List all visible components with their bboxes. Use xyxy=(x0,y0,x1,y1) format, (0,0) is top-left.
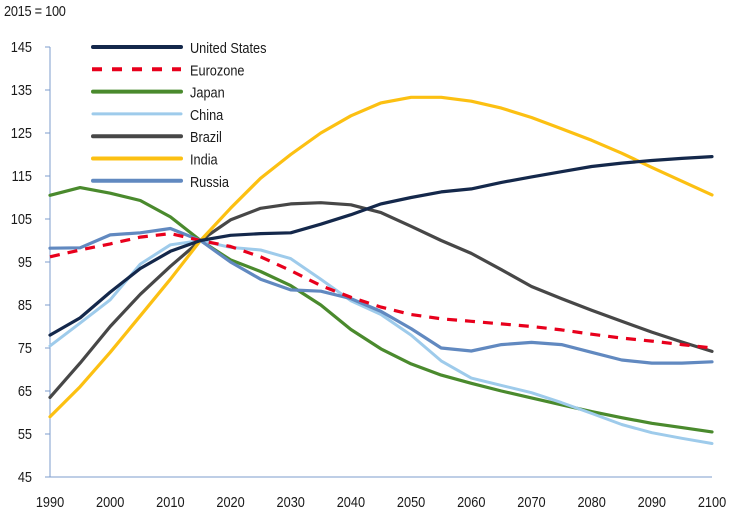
x-tick-label: 2050 xyxy=(397,493,426,510)
series-lines xyxy=(48,95,714,445)
x-tick-label: 2060 xyxy=(457,493,486,510)
legend-label-russia: Russia xyxy=(190,173,229,190)
legend-label-united-states: United States xyxy=(190,39,267,56)
y-tick-label: 105 xyxy=(11,210,32,227)
y-tick-label: 75 xyxy=(18,339,32,356)
x-tick-label: 2080 xyxy=(577,493,606,510)
x-tick-label: 1990 xyxy=(36,493,65,510)
series-line-brazil xyxy=(48,201,714,399)
legend-label-china: China xyxy=(190,106,224,123)
y-tick-label: 45 xyxy=(18,468,32,485)
series-line-china xyxy=(48,239,714,445)
x-tick-label: 2100 xyxy=(698,493,727,510)
x-tick-label: 2040 xyxy=(337,493,366,510)
y-tick-label: 135 xyxy=(11,81,32,98)
series-line-japan xyxy=(48,186,714,434)
series-line-eurozone xyxy=(49,232,713,350)
series-line-india xyxy=(48,95,714,419)
legend-label-japan: Japan xyxy=(190,84,225,101)
legend: United States Eurozone Japan China Brazil Ind… xyxy=(91,39,267,190)
x-tick-label: 2070 xyxy=(517,493,546,510)
x-tick-label: 2090 xyxy=(638,493,667,510)
unit-label: 2015 = 100 xyxy=(4,3,66,20)
y-tick-label: 55 xyxy=(18,425,32,442)
y-tick-label: 95 xyxy=(18,253,32,270)
y-tick-label: 115 xyxy=(12,167,33,184)
x-tick-label: 2000 xyxy=(96,493,125,510)
legend-label-india: India xyxy=(190,150,218,167)
legend-label-eurozone: Eurozone xyxy=(190,61,245,78)
legend-label-brazil: Brazil xyxy=(190,128,222,145)
x-tick-label: 2030 xyxy=(277,493,306,510)
x-tick-label: 2010 xyxy=(156,493,185,510)
series-line-united-states xyxy=(48,155,714,337)
y-tick-label: 65 xyxy=(18,382,32,399)
y-tick-label: 125 xyxy=(11,124,32,141)
y-tick-label: 85 xyxy=(18,296,32,313)
x-tick-label: 2020 xyxy=(216,493,245,510)
series-line-russia xyxy=(48,226,714,365)
axes: 45 55 65 75 85 95 105 115 125 135 145 1990 2000 2010 2… xyxy=(11,38,727,510)
y-tick-label: 145 xyxy=(11,38,32,55)
